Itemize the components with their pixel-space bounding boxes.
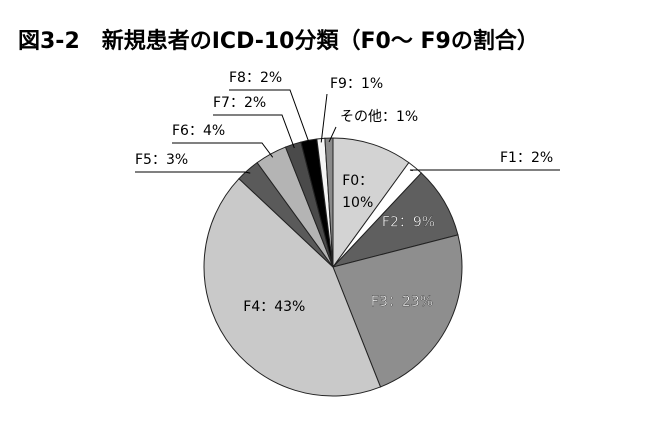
slice-label: F7：2% bbox=[213, 95, 266, 111]
slice-label: F3：23% bbox=[371, 294, 433, 310]
pie-slice bbox=[203, 177, 382, 397]
pie-slice bbox=[332, 234, 463, 388]
slice-label: F5：3% bbox=[135, 152, 188, 168]
slice-label: F4：43% bbox=[243, 299, 305, 315]
leader-line bbox=[328, 126, 337, 143]
slice-label: F6：4% bbox=[172, 123, 225, 139]
leader-line bbox=[409, 169, 560, 172]
slice-label: F2：9% bbox=[382, 214, 435, 230]
slice-label: F0： 10% bbox=[342, 173, 373, 211]
leader-line bbox=[320, 93, 328, 143]
slice-label: F1：2% bbox=[500, 150, 553, 166]
leader-line bbox=[213, 114, 295, 149]
slice-label: F8：2% bbox=[229, 70, 282, 86]
slice-label: F9：1% bbox=[330, 76, 383, 92]
pie-slice bbox=[332, 137, 410, 269]
leader-line bbox=[229, 89, 311, 145]
pie-slice bbox=[324, 137, 334, 268]
leader-line bbox=[172, 142, 274, 158]
chart-title: 図3-2 新規患者のICD-10分類（F0～ F9の割合） bbox=[18, 28, 539, 54]
slice-label: その他：1% bbox=[340, 109, 418, 125]
leader-line bbox=[135, 171, 251, 174]
